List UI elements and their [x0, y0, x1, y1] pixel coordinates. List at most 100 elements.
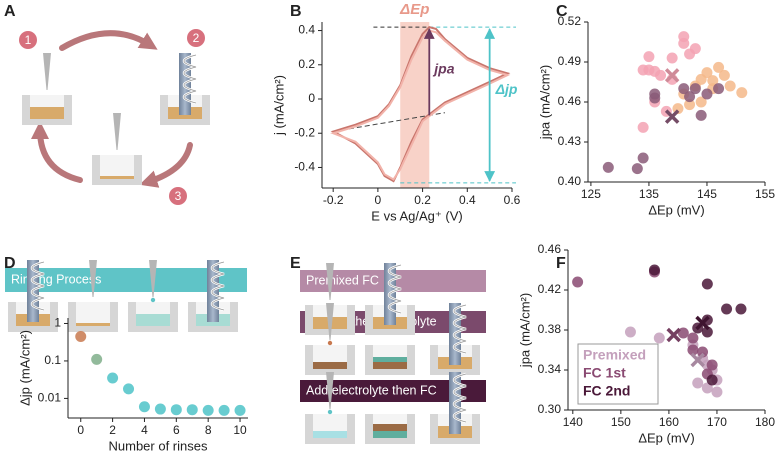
panel-label: C — [556, 3, 568, 20]
point — [695, 96, 707, 108]
point — [707, 75, 719, 87]
point — [107, 372, 119, 384]
point — [123, 383, 135, 395]
banner — [300, 380, 486, 402]
y-tick-label: 0.42 — [538, 282, 562, 296]
point — [218, 404, 230, 416]
x-tick-label: 135 — [639, 187, 659, 201]
point — [701, 67, 713, 79]
y-tick-label: 0.52 — [558, 14, 582, 28]
x-tick-label: 140 — [563, 415, 583, 429]
point — [701, 278, 713, 290]
legend-label: Premixed — [583, 347, 646, 363]
point — [234, 404, 246, 416]
pipette — [149, 260, 157, 297]
point — [602, 161, 614, 173]
point — [687, 332, 699, 344]
panel-label: A — [4, 3, 16, 20]
arrow — [59, 30, 158, 51]
point — [572, 276, 584, 288]
point — [689, 43, 701, 55]
legend-label: FC 2nd — [583, 383, 630, 399]
point — [706, 359, 718, 371]
mean-cross — [695, 315, 710, 331]
y-axis-label: jpa (mA/cm²) — [537, 65, 552, 140]
solution — [30, 107, 64, 119]
x-tick-label: 0.2 — [414, 193, 431, 207]
y-axis-label: j (mA/cm²) — [271, 75, 286, 136]
pipette — [113, 113, 121, 150]
mean-cross — [664, 68, 680, 83]
point — [637, 121, 649, 133]
point — [655, 69, 667, 81]
point — [648, 264, 660, 276]
y-tick-label: 0.38 — [538, 322, 562, 336]
panel-label: D — [4, 255, 16, 272]
point — [724, 80, 736, 92]
panel-label: F — [556, 255, 566, 272]
x-tick-label: 160 — [659, 415, 679, 429]
annotation: ΔEp — [399, 1, 429, 18]
drop — [327, 340, 333, 346]
panel-label: E — [290, 255, 301, 272]
point — [735, 303, 747, 315]
x-tick-label: 10 — [233, 423, 247, 437]
y-tick-label: -0.2 — [294, 125, 315, 139]
point — [721, 303, 733, 315]
point — [695, 109, 707, 121]
point — [692, 377, 704, 389]
x-tick-label: 145 — [697, 187, 717, 201]
point — [684, 99, 696, 111]
point — [713, 83, 725, 95]
solution — [100, 176, 134, 179]
chart: -0.2 0 0.2 0.4 0.6-0.4-0.200.20.4E vs Ag/Ag⁺… — [271, 1, 520, 223]
point — [687, 344, 699, 356]
chart: 0 2 4 6 8 10 0.01 0.1 1 Number of rinses Δjp (mA/c… — [17, 316, 248, 453]
x-axis-label: ΔEp (mV) — [638, 430, 694, 445]
annotation: jpa — [432, 61, 454, 77]
y-tick-label: -0.4 — [294, 160, 315, 174]
y-tick-label: 0.1 — [44, 353, 61, 367]
step-marker — [169, 187, 187, 205]
point — [736, 87, 748, 99]
step-number: 1 — [25, 33, 32, 47]
point — [186, 404, 198, 416]
electrode-wire — [388, 264, 402, 314]
point — [91, 353, 103, 365]
point — [678, 83, 690, 95]
x-tick-label: 125 — [581, 187, 601, 201]
pipette — [43, 53, 51, 90]
banner-label: Add electrolyte then FC — [306, 383, 437, 397]
x-tick-label: 0.6 — [504, 193, 521, 207]
electrode-wire — [31, 261, 45, 311]
point — [706, 374, 718, 386]
banner-label: Premixed FC — [306, 273, 379, 287]
y-tick-label: 0.46 — [558, 94, 582, 108]
y-tick-label: 0.01 — [38, 391, 62, 405]
beaker-cavity — [76, 302, 110, 326]
pipette — [89, 260, 97, 297]
step-number: 3 — [175, 189, 182, 203]
solution — [373, 424, 407, 431]
pipette — [326, 263, 334, 300]
point — [678, 31, 690, 43]
arrow — [139, 142, 193, 188]
x-tick-label: 0 — [77, 423, 84, 437]
y-tick-label: 0.4 — [298, 23, 315, 37]
y-axis-label: Δjp (mA/cm²) — [17, 330, 32, 406]
point — [713, 61, 725, 73]
point — [75, 330, 87, 342]
point — [718, 69, 730, 81]
point — [202, 404, 214, 416]
point — [170, 404, 182, 416]
y-tick-label: 1 — [54, 316, 61, 330]
drop — [150, 297, 156, 303]
electrode-wire — [453, 373, 467, 423]
point — [624, 326, 636, 338]
x-tick-label: -0.2 — [323, 193, 344, 207]
point — [649, 88, 661, 100]
panel-label: B — [290, 3, 302, 20]
solution — [313, 431, 347, 438]
banner — [5, 268, 247, 292]
